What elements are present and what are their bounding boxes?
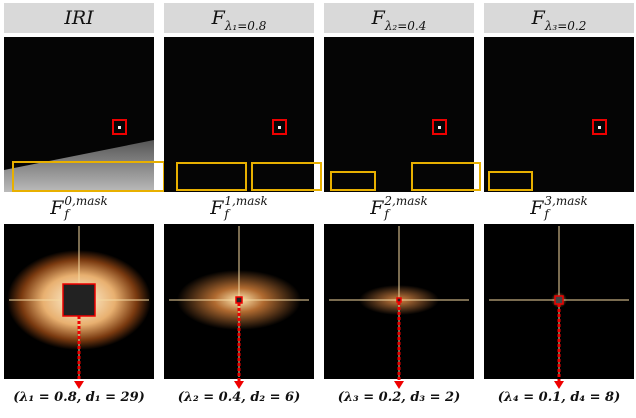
sub2: f: [64, 207, 69, 221]
infrared-image: [164, 37, 314, 192]
mask-square: [62, 283, 96, 317]
text: (λ₂ = 0.4, d₂ = 6): [177, 390, 301, 405]
clutter-box: [411, 162, 481, 191]
clutter-box: [176, 162, 247, 191]
clutter-box: [488, 171, 533, 191]
caption: (λ₁ = 0.8, d₁ = 29): [0, 390, 159, 405]
caption: (λ₄ = 0.1, d₄ = 8): [479, 390, 636, 405]
script-stack: 3,mask f: [544, 195, 587, 221]
base: F: [371, 7, 385, 29]
infrared-image: [324, 37, 474, 192]
text: (λ₄ = 0.1, d₄ = 8): [497, 390, 621, 405]
radius-arrow: [394, 381, 404, 389]
clutter-box: [251, 162, 322, 191]
base: F: [370, 197, 384, 219]
script-stack: 2,mask f: [384, 195, 427, 221]
clutter-box: [330, 171, 376, 191]
panel-header: F 0,mask f: [4, 194, 154, 222]
target-box: [112, 119, 127, 135]
panel-header: F 2,mask f: [324, 194, 474, 222]
panel-header: IRI: [4, 3, 154, 33]
base: F: [210, 197, 224, 219]
sub: λ₃=0.2: [544, 19, 587, 33]
script-stack: 1,mask f: [224, 195, 267, 221]
target-dot: [278, 126, 281, 129]
base: F: [50, 197, 64, 219]
panel-header: F 3,mask f: [484, 194, 634, 222]
sup: 0,mask: [64, 194, 108, 208]
sub: λ₁=0.8: [224, 19, 267, 33]
sup: 1,mask: [224, 194, 268, 208]
radius-arrow: [554, 381, 564, 389]
mask-square: [554, 295, 564, 305]
sub2: f: [224, 207, 229, 221]
sup: 2,mask: [384, 194, 428, 208]
sup: 3,mask: [544, 194, 588, 208]
base: F: [530, 197, 544, 219]
radius-arrow: [74, 381, 84, 389]
road-region: [4, 140, 154, 192]
target-dot: [118, 126, 121, 129]
target-box: [272, 119, 287, 135]
target-box: [432, 119, 447, 135]
base: F: [531, 7, 545, 29]
text: (λ₁ = 0.8, d₁ = 29): [13, 390, 145, 405]
infrared-image: [484, 37, 634, 192]
base: F: [211, 7, 225, 29]
sub: λ₂=0.4: [384, 19, 427, 33]
caption: (λ₃ = 0.2, d₃ = 2): [319, 390, 479, 405]
script-stack: 0,mask f: [64, 195, 107, 221]
sub2: f: [544, 207, 549, 221]
mask-square: [396, 297, 402, 303]
target-dot: [598, 126, 601, 129]
text: (λ₃ = 0.2, d₃ = 2): [337, 390, 461, 405]
panel-header: F 1,mask f: [164, 194, 314, 222]
caption: (λ₂ = 0.4, d₂ = 6): [159, 390, 319, 405]
radius-arrow: [234, 381, 244, 389]
target-box: [592, 119, 607, 135]
base: IRI: [64, 7, 94, 29]
target-dot: [438, 126, 441, 129]
mask-square: [235, 296, 243, 304]
sub2: f: [384, 207, 389, 221]
